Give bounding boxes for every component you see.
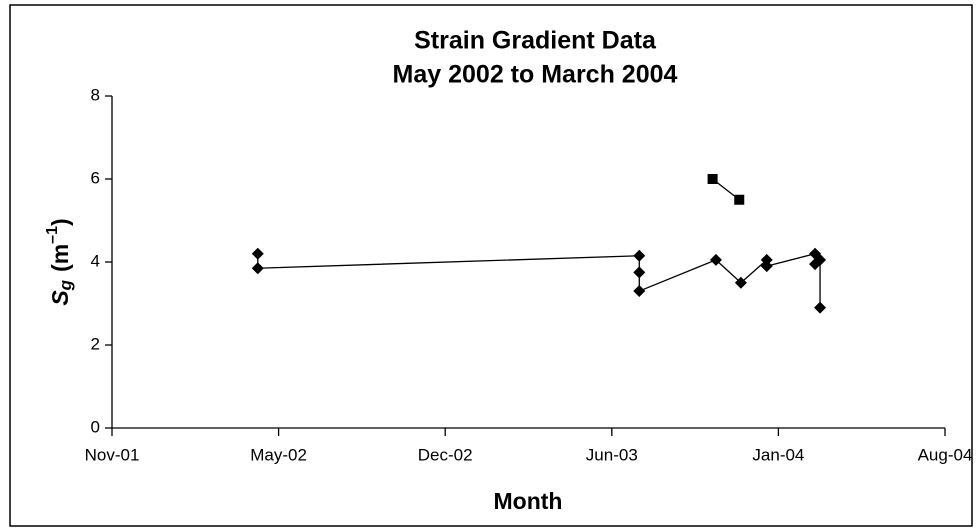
y-title-unit: (m bbox=[47, 244, 73, 272]
diamond-marker bbox=[734, 276, 747, 289]
y-title-symbol: S bbox=[47, 290, 73, 306]
y-title-subscript: g bbox=[56, 279, 75, 291]
diamond-marker bbox=[809, 247, 822, 260]
chart-title: Strain Gradient Data bbox=[414, 27, 657, 55]
y-tick-label: 4 bbox=[91, 251, 100, 270]
diamond-marker bbox=[251, 247, 264, 260]
x-tick-label: Dec-02 bbox=[418, 445, 473, 464]
square-marker bbox=[707, 174, 718, 184]
y-tick-label: 2 bbox=[91, 334, 100, 353]
x-tick-label: Jan-04 bbox=[752, 445, 804, 464]
x-tick-label: May-02 bbox=[250, 445, 307, 464]
y-title-exponent: –1 bbox=[44, 226, 61, 244]
diamond-marker bbox=[633, 266, 646, 279]
y-tick-label: 0 bbox=[91, 417, 100, 436]
diamond-marker bbox=[814, 301, 827, 314]
x-tick-label: Jun-03 bbox=[586, 445, 638, 464]
y-title-close: ) bbox=[47, 218, 73, 226]
diamond-marker bbox=[814, 253, 827, 266]
x-axis-title: Month bbox=[494, 488, 563, 514]
y-axis-title: Sg (m–1) bbox=[44, 218, 75, 305]
y-tick-label: 8 bbox=[91, 85, 100, 104]
y-tick-label: 6 bbox=[91, 168, 100, 187]
diamond-marker bbox=[251, 262, 264, 275]
x-tick-label: Nov-01 bbox=[85, 445, 140, 464]
diamond-marker bbox=[709, 253, 722, 266]
chart-subtitle: May 2002 to March 2004 bbox=[393, 61, 678, 89]
square-marker bbox=[734, 194, 745, 205]
x-tick-label: Aug-04 bbox=[918, 445, 973, 464]
diamond-marker bbox=[633, 285, 646, 298]
diamond-marker bbox=[760, 260, 773, 273]
diamond-marker bbox=[760, 253, 773, 266]
diamond-marker bbox=[633, 249, 646, 262]
